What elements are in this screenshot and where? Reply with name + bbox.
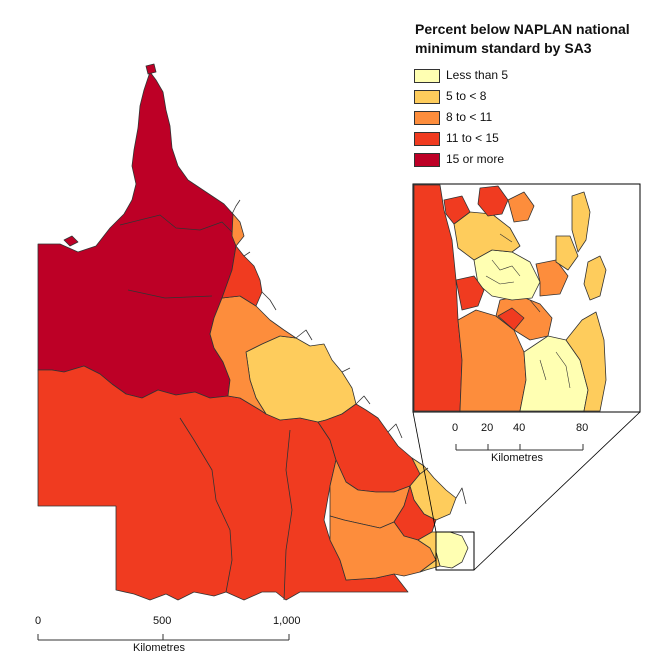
region-mackay [209, 295, 297, 415]
legend-item: 5 to < 8 [414, 87, 614, 108]
region-south-east-b [417, 531, 441, 573]
inset-region-north-brisbane [453, 211, 521, 261]
legend-label: 11 to < 15 [446, 131, 499, 145]
island-1 [63, 235, 79, 247]
boundary-western-inner [179, 417, 293, 601]
island-2 [145, 63, 157, 75]
inset-scale-tick-80: 80 [576, 422, 589, 434]
inset-leader-line-1 [412, 411, 437, 533]
legend-label: 15 or more [446, 152, 505, 166]
main-scale-bar [37, 634, 290, 641]
region-cairns-coast [231, 213, 245, 247]
main-scale-tick-0: 0 [35, 615, 42, 627]
main-scale-tick-500: 500 [153, 615, 172, 627]
inset-region-island-west [571, 191, 591, 253]
inset-scale-bar [455, 444, 584, 451]
legend-title-line-1: Percent below NAPLAN national [415, 21, 630, 37]
inset-map [412, 183, 641, 413]
inset-scale-tick-0: 0 [452, 422, 459, 434]
legend-item: 11 to < 15 [414, 129, 614, 150]
inset-region-goldcoast-coast [565, 311, 607, 412]
inset-region-bribie [507, 191, 535, 223]
legend-label: 5 to < 8 [446, 89, 487, 103]
legend-swatch [414, 111, 440, 125]
legend-item: 15 or more [414, 150, 614, 171]
legend: Less than 5 5 to < 8 8 to < 11 11 to < 1… [414, 66, 614, 171]
region-cape-york [37, 71, 241, 399]
legend-swatch [414, 90, 440, 104]
legend-swatch [414, 153, 440, 167]
inset-region-mid-west [455, 275, 485, 311]
legend-swatch [414, 132, 440, 146]
legend-title-line-2: minimum standard by SA3 [415, 40, 592, 56]
inset-scale-tick-40: 40 [513, 422, 526, 434]
region-south-east [435, 531, 469, 569]
legend-label: Less than 5 [446, 68, 509, 82]
region-wide-bay [409, 457, 457, 521]
inset-detail-lines [485, 233, 571, 389]
legend-title: Percent below NAPLAN national minimum st… [415, 20, 665, 58]
inset-region-redcliffe [443, 195, 471, 225]
inset-region-redland [555, 235, 579, 271]
inset-scale-tick-20: 20 [481, 422, 494, 434]
region-townsville [221, 245, 263, 307]
inset-region-west [413, 184, 463, 412]
inset-leader-line-2 [473, 411, 641, 571]
inset-location-box [435, 531, 475, 571]
boundary-cape-inner [119, 214, 237, 299]
legend-label: 8 to < 11 [446, 110, 493, 124]
main-scale-unit: Kilometres [133, 642, 185, 654]
region-western-qld [37, 365, 409, 601]
inset-scale-unit: Kilometres [491, 452, 543, 464]
main-scale-tick-1000: 1,000 [273, 615, 301, 627]
inset-region-inala [497, 307, 525, 331]
inset-region-caboolture [477, 185, 509, 217]
main-map [37, 63, 475, 601]
legend-item: 8 to < 11 [414, 108, 614, 129]
inset-region-island-north [583, 255, 607, 301]
legend-item: Less than 5 [414, 66, 614, 87]
legend-swatch [414, 69, 440, 83]
